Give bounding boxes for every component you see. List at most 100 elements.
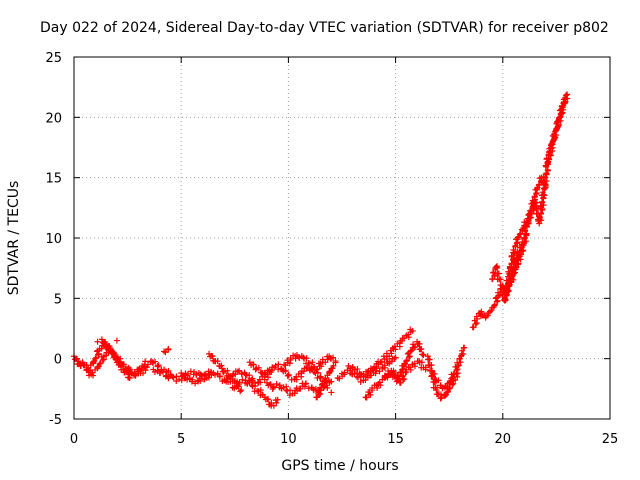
data-point-interp (398, 369, 405, 376)
data-point (441, 393, 448, 400)
data-point-interp (562, 98, 569, 105)
data-point-interp (516, 251, 523, 258)
data-point-interp (537, 210, 544, 217)
data-point-interp (453, 367, 460, 374)
data-point-interp (388, 350, 395, 357)
data-point (454, 362, 461, 369)
data-point-interp (257, 387, 264, 394)
data-point-interp (323, 378, 330, 385)
data-point (478, 308, 485, 315)
data-point-interp (214, 358, 221, 365)
data-point-interp (320, 383, 327, 390)
data-point (111, 353, 118, 360)
data-point-interp (390, 367, 397, 374)
grid (74, 57, 610, 419)
data-point-interp (286, 360, 293, 367)
data-point (392, 354, 399, 361)
data-point-interp (490, 269, 497, 276)
data-point-interp (543, 170, 550, 177)
data-point-interp (548, 140, 555, 147)
data-point-interp (496, 276, 503, 283)
data-point (437, 395, 444, 402)
data-point (422, 366, 429, 373)
data-point-interp (456, 355, 463, 362)
data-point-interp (252, 366, 259, 373)
data-point-interp (535, 218, 542, 225)
data-point (242, 377, 249, 384)
data-point-interp (538, 217, 545, 224)
data-point-interp (355, 374, 362, 381)
data-point-interp (170, 374, 177, 381)
data-point (276, 382, 283, 389)
chart-title: Day 022 of 2024, Sidereal Day-to-day VTE… (40, 20, 609, 36)
data-point-interp (560, 102, 567, 109)
data-point-interp (404, 357, 411, 364)
data-point-interp (530, 200, 537, 207)
x-tick-label: 15 (387, 432, 404, 447)
data-point (238, 387, 245, 394)
data-point-interp (494, 297, 501, 304)
data-point-interp (508, 252, 515, 259)
data-point (113, 337, 120, 344)
data-point-interp (318, 363, 325, 370)
data-point (236, 367, 243, 374)
data-point-interp (541, 192, 548, 199)
data-point (98, 336, 105, 343)
y-tick-label: 20 (45, 111, 62, 126)
data-point-interp (93, 354, 100, 361)
data-point-interp (445, 388, 452, 395)
data-point-interp (397, 369, 404, 376)
data-point-interp (518, 247, 525, 254)
data-point-interp (460, 350, 467, 357)
data-point-interp (228, 373, 235, 380)
data-point-interp (317, 384, 324, 391)
data-point (94, 338, 101, 345)
data-point-interp (314, 394, 321, 401)
data-point (248, 382, 255, 389)
data-point-interp (142, 358, 149, 365)
data-point-interp (400, 365, 407, 372)
data-point-interp (83, 362, 90, 369)
data-point-interp (543, 178, 550, 185)
y-axis-label: SDTVAR / TECUs (6, 181, 22, 296)
data-point-interp (397, 379, 404, 386)
data-points (71, 91, 571, 409)
data-point-interp (319, 380, 326, 387)
x-tick-label: 20 (495, 432, 512, 447)
y-tick-label: 25 (45, 51, 62, 66)
data-point-interp (545, 151, 552, 158)
data-point-interp (255, 364, 262, 371)
data-point-interp (322, 375, 329, 382)
data-point-interp (543, 162, 550, 169)
data-point-interp (101, 338, 108, 345)
data-point (450, 371, 457, 378)
data-point-interp (557, 113, 564, 120)
data-point-interp (521, 234, 528, 241)
data-point-interp (400, 372, 407, 379)
data-point-interp (553, 127, 560, 134)
data-point-interp (443, 383, 450, 390)
data-point-interp (309, 359, 316, 366)
data-point-interp (252, 383, 259, 390)
data-point-interp (76, 360, 83, 367)
data-point-interp (317, 373, 324, 380)
data-point-interp (443, 391, 450, 398)
data-point-interp (523, 238, 530, 245)
data-point (564, 91, 571, 98)
data-point-interp (99, 356, 106, 363)
data-point-interp (494, 264, 501, 271)
data-point (491, 302, 498, 309)
data-point-interp (282, 367, 289, 374)
data-point-interp (536, 213, 543, 220)
data-point-interp (90, 358, 97, 365)
data-point (176, 376, 183, 383)
data-point-interp (544, 166, 551, 173)
axis-ticks: 0 5 10 15 20 25 -5 0 5 10 15 20 25 (45, 51, 618, 447)
data-point (429, 367, 436, 374)
data-point-interp (562, 92, 569, 99)
data-point (409, 327, 416, 334)
data-point-interp (208, 352, 215, 359)
data-point-interp (539, 206, 546, 213)
data-point-interp (451, 370, 458, 377)
data-point (281, 361, 288, 368)
